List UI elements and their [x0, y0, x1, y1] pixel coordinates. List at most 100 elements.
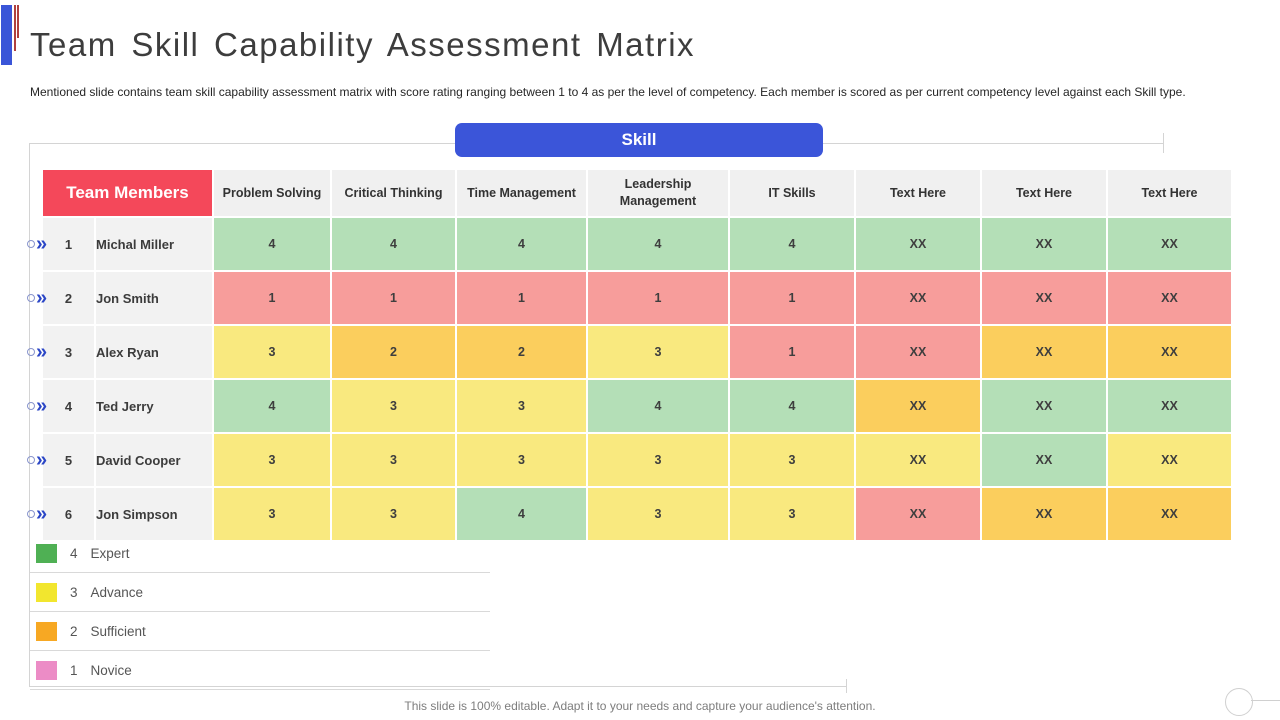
score-cell: XX — [1108, 380, 1231, 432]
circle-icon — [27, 402, 35, 410]
score-cell: 4 — [730, 380, 854, 432]
score-cell: 3 — [214, 326, 330, 378]
member-name: David Cooper — [96, 434, 212, 486]
table-row: 2 Jon Smith 1 1 1 1 1 XX XX XX — [43, 272, 1231, 324]
row-pointer-icon: » — [27, 341, 47, 363]
skill-banner-label: Skill — [621, 130, 657, 149]
score-cell: 4 — [214, 218, 330, 270]
table-header-row: Team Members Problem Solving Critical Thin… — [43, 170, 1231, 216]
score-cell: 3 — [457, 434, 586, 486]
accent-line-icon — [14, 5, 16, 51]
score-cell: 3 — [332, 380, 455, 432]
legend-item: 3 Advance — [30, 573, 490, 612]
score-cell: 4 — [457, 488, 586, 540]
score-cell: 4 — [588, 380, 728, 432]
member-name: Jon Smith — [96, 272, 212, 324]
column-header: Time Management — [457, 170, 586, 216]
column-header: Text Here — [856, 170, 980, 216]
score-cell: 4 — [730, 218, 854, 270]
team-members-header: Team Members — [43, 170, 212, 216]
row-number: 4 — [43, 380, 94, 432]
score-cell: XX — [982, 218, 1106, 270]
table-row: 4 Ted Jerry 4 3 3 4 4 XX XX XX — [43, 380, 1231, 432]
row-number: 3 — [43, 326, 94, 378]
accent-line-icon — [17, 5, 19, 38]
score-cell: 3 — [588, 488, 728, 540]
corner-circle-icon — [1225, 688, 1253, 716]
score-cell: XX — [856, 326, 980, 378]
legend-color-swatch — [36, 582, 57, 602]
assessment-table: Team Members Problem Solving Critical Thin… — [41, 168, 1233, 542]
circle-icon — [27, 294, 35, 302]
legend-item: 1 Novice — [30, 651, 490, 690]
score-cell: 4 — [214, 380, 330, 432]
score-cell: XX — [982, 380, 1106, 432]
score-cell: XX — [856, 380, 980, 432]
score-cell: 3 — [214, 488, 330, 540]
score-cell: 1 — [730, 272, 854, 324]
score-cell: XX — [982, 488, 1106, 540]
score-cell: XX — [856, 272, 980, 324]
score-cell: XX — [982, 326, 1106, 378]
score-cell: 1 — [730, 326, 854, 378]
legend-score: 3 — [70, 584, 78, 600]
score-cell: 1 — [214, 272, 330, 324]
double-chevron-icon: » — [36, 341, 47, 363]
column-header: Problem Solving — [214, 170, 330, 216]
legend-color-swatch — [36, 660, 57, 680]
score-cell: 4 — [588, 218, 728, 270]
table-row: 1 Michal Miller 4 4 4 4 4 XX XX XX — [43, 218, 1231, 270]
legend-score: 1 — [70, 662, 78, 678]
double-chevron-icon: » — [36, 449, 47, 471]
score-cell: 3 — [332, 488, 455, 540]
column-header: Critical Thinking — [332, 170, 455, 216]
score-cell: 3 — [588, 434, 728, 486]
member-name: Jon Simpson — [96, 488, 212, 540]
circle-icon — [27, 348, 35, 356]
table-row: 5 David Cooper 3 3 3 3 3 XX XX XX — [43, 434, 1231, 486]
member-name: Michal Miller — [96, 218, 212, 270]
score-cell: 3 — [730, 488, 854, 540]
column-header: IT Skills — [730, 170, 854, 216]
legend-item: 2 Sufficient — [30, 612, 490, 651]
score-cell: 4 — [332, 218, 455, 270]
score-cell: 2 — [457, 326, 586, 378]
score-cell: XX — [982, 434, 1106, 486]
legend-label: Sufficient — [90, 623, 146, 639]
legend-label: Novice — [90, 662, 132, 678]
double-chevron-icon: » — [36, 233, 47, 255]
row-pointer-icon: » — [27, 504, 47, 524]
column-header: Leadership Management — [588, 170, 728, 216]
circle-icon — [27, 510, 35, 518]
page-title: Team Skill Capability Assessment Matrix — [30, 26, 696, 63]
score-cell: 3 — [730, 434, 854, 486]
legend-score: 4 — [70, 545, 78, 561]
score-cell: 1 — [332, 272, 455, 324]
guide-tick-bottom — [846, 679, 847, 693]
score-cell: 3 — [457, 380, 586, 432]
score-cell: XX — [856, 434, 980, 486]
corner-line-decoration — [1251, 700, 1280, 701]
score-cell: XX — [1108, 488, 1231, 540]
row-pointer-icon: » — [27, 287, 47, 309]
slide-subtitle: Mentioned slide contains team skill capa… — [30, 85, 1186, 99]
guide-line-bottom — [29, 686, 847, 687]
member-name: Ted Jerry — [96, 380, 212, 432]
score-cell: XX — [856, 218, 980, 270]
accent-bar-icon — [1, 5, 12, 65]
row-pointer-icon: » — [27, 396, 47, 416]
guide-line-left — [29, 143, 30, 686]
score-cell: 3 — [332, 434, 455, 486]
member-name: Alex Ryan — [96, 326, 212, 378]
double-chevron-icon: » — [36, 287, 47, 309]
score-cell: 4 — [457, 218, 586, 270]
score-cell: XX — [856, 488, 980, 540]
score-cell: XX — [982, 272, 1106, 324]
column-header: Text Here — [1108, 170, 1231, 216]
score-cell: 2 — [332, 326, 455, 378]
row-number: 1 — [43, 218, 94, 270]
circle-icon — [27, 240, 35, 248]
score-cell: 1 — [588, 272, 728, 324]
guide-tick-top — [1163, 133, 1164, 153]
